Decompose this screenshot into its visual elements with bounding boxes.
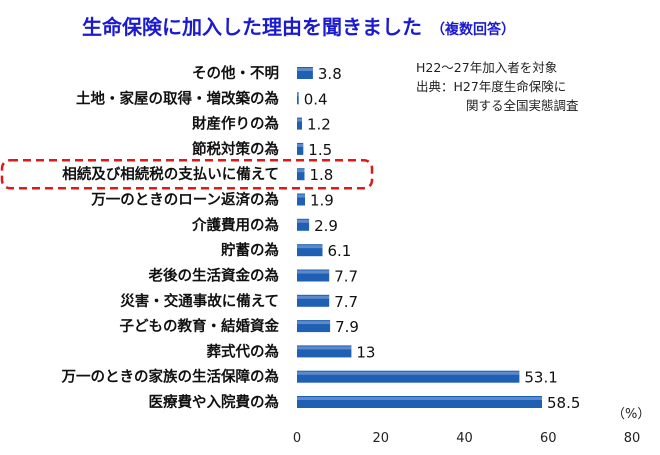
value-label-13: 53.1 [524, 369, 557, 387]
note-source: 出典：H27年度生命保険に [416, 79, 566, 94]
bar-11 [297, 320, 331, 333]
bar-8-sheen [297, 245, 323, 249]
bar-14-sheen [297, 397, 542, 400]
value-label-5: 1.8 [310, 166, 334, 184]
bar-10 [297, 294, 330, 307]
value-label-2: 0.4 [304, 90, 328, 108]
highlight-box [0, 158, 374, 190]
category-label-13: 万一のときの家族の生活保障の為 [61, 368, 280, 386]
value-label-1: 3.8 [318, 65, 342, 83]
category-label-5: 相続及び相続税の支払いに備えて [62, 165, 279, 183]
bar-9 [297, 269, 330, 282]
bar-4-sheen [297, 143, 304, 147]
bar-4 [297, 142, 304, 155]
category-label-7: 介護費用の為 [191, 216, 279, 234]
unit-label: （%） [612, 407, 650, 422]
value-label-7: 2.9 [314, 217, 338, 235]
category-label-3: 財産作りの為 [191, 115, 279, 133]
chart-title-main: 生命保険に加入した理由を聞きました [82, 15, 422, 39]
category-labels: その他・不明土地・家屋の取得・増改築の為財産作りの為節税対策の為相続及び相続税の… [61, 64, 280, 411]
bar-3 [297, 117, 302, 130]
value-label-14: 58.5 [547, 394, 580, 412]
x-tick-60: 60 [540, 431, 557, 446]
x-tick-0: 0 [293, 431, 301, 446]
bar-14 [297, 396, 542, 408]
bar-5 [297, 168, 305, 181]
bar-6-sheen [297, 194, 305, 198]
category-label-14: 医療費や入院費の為 [149, 393, 280, 411]
bar-2-sheen [297, 93, 299, 97]
value-label-3: 1.2 [307, 116, 331, 134]
bar-7-sheen [297, 219, 310, 223]
bar-5-sheen [297, 169, 305, 173]
bars-group [297, 67, 542, 408]
bar-8 [297, 244, 323, 257]
x-tick-labels: 0 20 40 60 80 [293, 431, 640, 446]
x-tick-40: 40 [456, 431, 473, 446]
bar-6 [297, 193, 305, 206]
x-tick-20: 20 [373, 431, 390, 446]
bar-12-sheen [297, 346, 352, 350]
bar-11-sheen [297, 321, 331, 325]
bar-2 [297, 92, 299, 105]
note-target: H22〜27年加入者を対象 [416, 60, 557, 75]
value-label-12: 13 [356, 343, 375, 361]
value-label-6: 1.9 [310, 192, 334, 210]
note-source-cont: 関する全国実態調査 [466, 98, 579, 113]
value-label-8: 6.1 [328, 242, 352, 260]
bar-3-sheen [297, 118, 302, 122]
category-label-8: 貯蓄の為 [221, 241, 279, 259]
bar-1-sheen [297, 68, 313, 71]
x-tick-80: 80 [624, 431, 641, 446]
category-label-4: 節税対策の為 [192, 140, 279, 158]
category-label-12: 葬式代の為 [207, 342, 280, 360]
chart-title: 生命保険に加入した理由を聞きました （複数回答） [82, 15, 515, 39]
bar-7 [297, 218, 310, 231]
category-label-10: 災害・交通事故に備えて [120, 292, 279, 310]
value-label-4: 1.5 [308, 141, 332, 159]
category-label-2: 土地・家屋の取得・増改築の為 [76, 89, 279, 107]
value-labels: 3.8 0.4 1.2 1.5 1.8 1.9 2.9 6.1 7.7 7.7 7.9 13 53.1 5… [304, 65, 581, 412]
bar-13 [297, 370, 520, 383]
category-label-6: 万一のときのローン返済の為 [90, 191, 279, 209]
bar-10-sheen [297, 295, 330, 299]
category-label-9: 老後の生活資金の為 [148, 267, 280, 285]
bar-1 [297, 67, 313, 79]
bar-13-sheen [297, 371, 520, 375]
value-label-11: 7.9 [335, 318, 359, 336]
bar-12 [297, 345, 352, 358]
value-label-9: 7.7 [334, 268, 358, 286]
source-notes: H22〜27年加入者を対象 出典：H27年度生命保険に 関する全国実態調査 [416, 60, 579, 113]
bar-9-sheen [297, 270, 330, 274]
category-label-11: 子どもの教育・結婚資金 [120, 317, 280, 335]
chart-title-suffix: （複数回答） [431, 21, 515, 38]
value-label-10: 7.7 [334, 293, 358, 311]
category-label-1: その他・不明 [192, 64, 279, 82]
